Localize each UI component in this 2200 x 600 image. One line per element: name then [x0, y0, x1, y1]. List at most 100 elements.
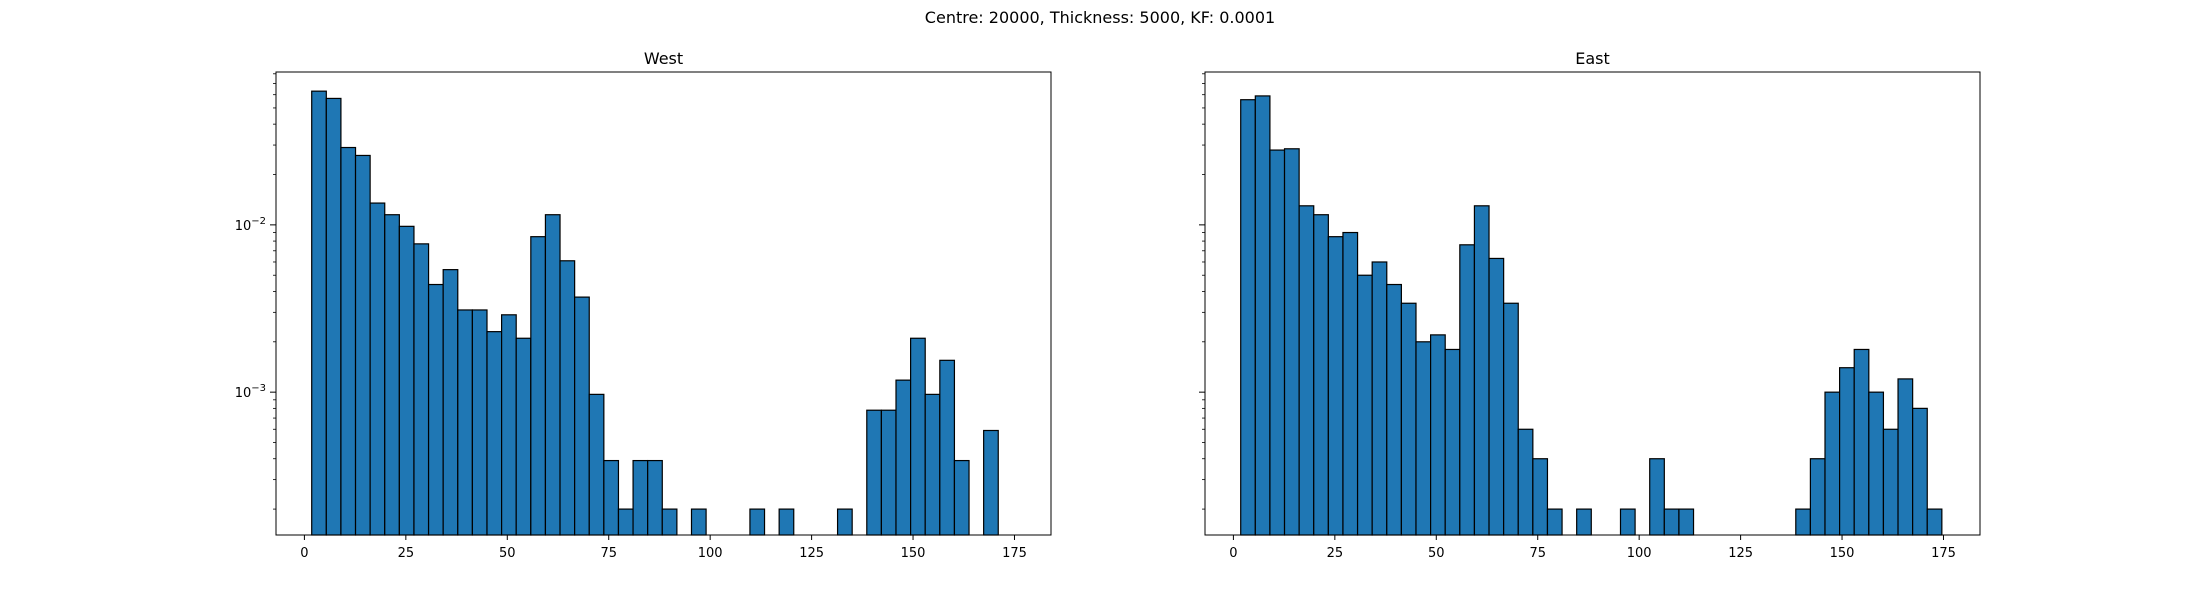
axes-frame	[1204, 71, 1981, 536]
histogram-bar	[1532, 458, 1549, 536]
panel-1: East 0 25 50 75 100 125 150 175	[1199, 49, 1981, 561]
histogram-bar	[749, 508, 766, 536]
histogram-bar	[1824, 391, 1841, 536]
histogram-bar	[1546, 508, 1563, 536]
histogram-bar	[1809, 458, 1826, 536]
histogram-bar	[311, 90, 327, 536]
histogram-bar	[1298, 205, 1315, 536]
x-tick-label: 100	[698, 546, 723, 561]
histogram-bar	[1839, 367, 1855, 536]
histogram-bar	[398, 225, 415, 536]
histogram-bar	[340, 146, 357, 536]
histogram-bar	[1473, 205, 1490, 536]
histogram-bar	[1430, 334, 1446, 536]
histogram-bar	[1356, 274, 1373, 536]
histogram-bar	[1444, 348, 1461, 536]
histogram-bar	[1678, 508, 1695, 536]
histogram-bar	[457, 309, 473, 536]
histogram-bar	[603, 459, 620, 536]
histogram-bar	[617, 508, 634, 536]
histogram-bar	[588, 393, 605, 536]
histogram-bar	[1415, 341, 1432, 536]
histogram-bar	[778, 508, 795, 536]
histogram-bar	[530, 236, 547, 536]
histogram-bar	[953, 459, 970, 536]
x-tick-label: 25	[1327, 546, 1344, 561]
histogram-bar	[384, 214, 400, 536]
y-tick-label: 10−2	[235, 216, 266, 234]
histogram-bar	[690, 508, 707, 536]
histogram-bar	[1313, 214, 1329, 536]
histogram-bar	[559, 260, 576, 536]
histogram-bar	[866, 409, 882, 536]
histogram-bar	[1795, 508, 1811, 536]
histogram-bar	[1619, 508, 1636, 536]
histogram-bar	[661, 508, 678, 536]
histogram-bar	[1342, 231, 1359, 536]
histogram-bar	[910, 337, 926, 536]
x-tick-label: 25	[398, 546, 415, 561]
histogram-bar	[574, 296, 590, 536]
histogram-bar	[836, 508, 853, 536]
histogram-bar	[413, 243, 430, 536]
histogram-bar	[1868, 391, 1885, 536]
histogram-bar	[544, 214, 561, 536]
histogram-bar	[1926, 508, 1943, 536]
histogram-bar	[354, 154, 371, 536]
x-tick-label: 125	[1728, 546, 1753, 561]
histogram-bar	[1663, 508, 1680, 536]
x-tick-label: 175	[1931, 546, 1956, 561]
histogram-bar	[1371, 261, 1388, 536]
histogram-bar	[1459, 244, 1476, 536]
histogram-bar	[1400, 302, 1417, 536]
y-tick-label: 10−3	[235, 383, 266, 401]
x-tick-label: 50	[1428, 546, 1445, 561]
histogram-bar	[1853, 348, 1870, 536]
axes-frame	[275, 71, 1052, 536]
histogram-bar	[1912, 407, 1928, 536]
histogram-bar	[924, 393, 941, 536]
histogram-bar	[486, 331, 503, 536]
x-tick-label: 150	[1830, 546, 1855, 561]
histogram-bar	[939, 359, 956, 536]
histogram-bar	[427, 283, 444, 536]
histogram-bar	[1254, 95, 1271, 536]
histogram-bar	[1649, 458, 1665, 536]
x-tick-label: 150	[901, 546, 926, 561]
figure-title: Centre: 20000, Thickness: 5000, KF: 0.00…	[924, 8, 1276, 27]
histogram-bar	[442, 269, 459, 536]
histogram-bar	[632, 459, 649, 536]
x-tick-label: 125	[799, 546, 824, 561]
histogram-bar	[1327, 236, 1344, 536]
histogram-bar	[1386, 283, 1402, 536]
histogram-bar	[983, 429, 999, 536]
histogram-bar	[1517, 428, 1534, 536]
histogram-bar	[647, 459, 663, 536]
histogram-bar	[1488, 257, 1505, 536]
histogram-bar	[515, 337, 532, 536]
histogram-bar	[501, 314, 517, 536]
histogram-bar	[1576, 508, 1592, 536]
x-tick-label: 0	[1229, 546, 1237, 561]
histogram-bar	[895, 379, 912, 536]
histogram-bar	[880, 409, 897, 536]
x-tick-label: 0	[300, 546, 308, 561]
histogram-bar	[325, 97, 342, 536]
histogram-bar	[1882, 428, 1899, 536]
panel-title: West	[644, 49, 683, 68]
x-tick-label: 50	[499, 546, 516, 561]
histogram-bar	[471, 309, 488, 536]
histogram-bar	[1240, 99, 1256, 536]
panel-title: East	[1575, 49, 1610, 68]
panel-0: West 0 25 50 75 100 125 150 175 10−2 10−3	[235, 49, 1052, 561]
histogram-bar	[369, 202, 386, 536]
histogram-bar	[1897, 378, 1914, 536]
x-tick-label: 100	[1627, 546, 1652, 561]
x-tick-label: 175	[1002, 546, 1027, 561]
histogram-bar	[1283, 148, 1300, 536]
histogram-bar	[1503, 302, 1519, 536]
x-tick-label: 75	[1529, 546, 1546, 561]
histogram-bar	[1269, 149, 1286, 536]
x-tick-label: 75	[600, 546, 617, 561]
